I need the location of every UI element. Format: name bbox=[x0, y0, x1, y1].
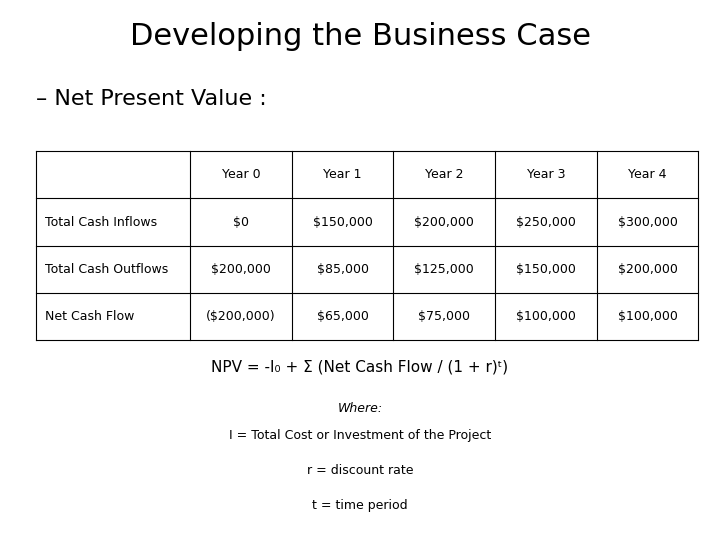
Text: $75,000: $75,000 bbox=[418, 310, 470, 323]
Text: $65,000: $65,000 bbox=[317, 310, 369, 323]
Text: $200,000: $200,000 bbox=[211, 263, 271, 276]
Text: Year 4: Year 4 bbox=[629, 168, 667, 181]
Text: NPV = -I₀ + Σ (Net Cash Flow / (1 + r)ᵗ): NPV = -I₀ + Σ (Net Cash Flow / (1 + r)ᵗ) bbox=[212, 359, 508, 374]
Text: $100,000: $100,000 bbox=[516, 310, 576, 323]
Text: $125,000: $125,000 bbox=[415, 263, 474, 276]
Text: $300,000: $300,000 bbox=[618, 215, 678, 228]
Text: – Net Present Value :: – Net Present Value : bbox=[36, 89, 266, 109]
Text: Developing the Business Case: Developing the Business Case bbox=[130, 22, 590, 51]
Text: ($200,000): ($200,000) bbox=[206, 310, 276, 323]
Text: Year 1: Year 1 bbox=[323, 168, 362, 181]
Text: Year 3: Year 3 bbox=[527, 168, 565, 181]
Text: $200,000: $200,000 bbox=[618, 263, 678, 276]
Text: Year 2: Year 2 bbox=[425, 168, 464, 181]
Text: I = Total Cost or Investment of the Project: I = Total Cost or Investment of the Proj… bbox=[229, 429, 491, 442]
Text: Total Cash Inflows: Total Cash Inflows bbox=[45, 215, 157, 228]
Text: $150,000: $150,000 bbox=[312, 215, 373, 228]
Text: $150,000: $150,000 bbox=[516, 263, 576, 276]
Text: $100,000: $100,000 bbox=[618, 310, 678, 323]
Text: r = discount rate: r = discount rate bbox=[307, 464, 413, 477]
Text: $250,000: $250,000 bbox=[516, 215, 576, 228]
Text: t = time period: t = time period bbox=[312, 500, 408, 512]
Text: Total Cash Outflows: Total Cash Outflows bbox=[45, 263, 168, 276]
Text: $200,000: $200,000 bbox=[415, 215, 474, 228]
Text: Year 0: Year 0 bbox=[222, 168, 261, 181]
Text: Where:: Where: bbox=[338, 402, 382, 415]
Text: $85,000: $85,000 bbox=[317, 263, 369, 276]
Text: $0: $0 bbox=[233, 215, 249, 228]
Text: Net Cash Flow: Net Cash Flow bbox=[45, 310, 134, 323]
